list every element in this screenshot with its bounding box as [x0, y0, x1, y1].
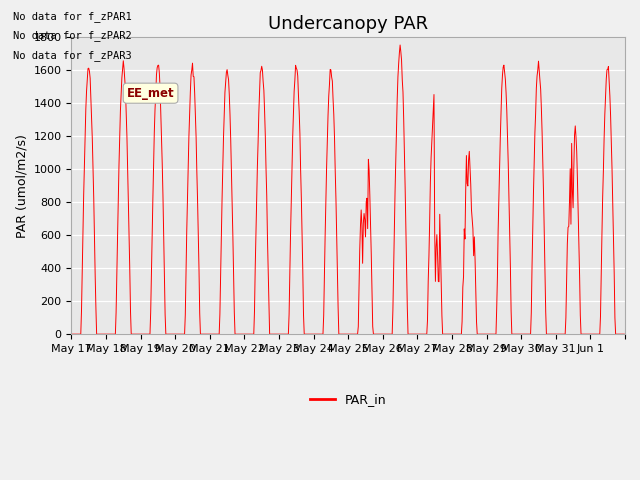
- PAR_in: [132, 331, 140, 337]
- PAR_in: [620, 331, 628, 337]
- PAR_in: [282, 331, 290, 337]
- Line: PAR_in: PAR_in: [72, 45, 624, 334]
- PAR_in: [68, 331, 76, 337]
- Title: Undercanopy PAR: Undercanopy PAR: [268, 15, 428, 33]
- PAR_in: [406, 331, 413, 337]
- PAR_in: [262, 133, 269, 139]
- Text: No data for f_zPAR1: No data for f_zPAR1: [13, 11, 132, 22]
- Legend: PAR_in: PAR_in: [305, 388, 392, 411]
- Text: No data for f_zPAR3: No data for f_zPAR3: [13, 49, 132, 60]
- PAR_in: [396, 42, 404, 48]
- Text: No data for f_zPAR2: No data for f_zPAR2: [13, 30, 132, 41]
- PAR_in: [234, 331, 242, 337]
- Text: EE_met: EE_met: [127, 87, 174, 100]
- PAR_in: [436, 244, 444, 250]
- Y-axis label: PAR (umol/m2/s): PAR (umol/m2/s): [15, 134, 28, 238]
